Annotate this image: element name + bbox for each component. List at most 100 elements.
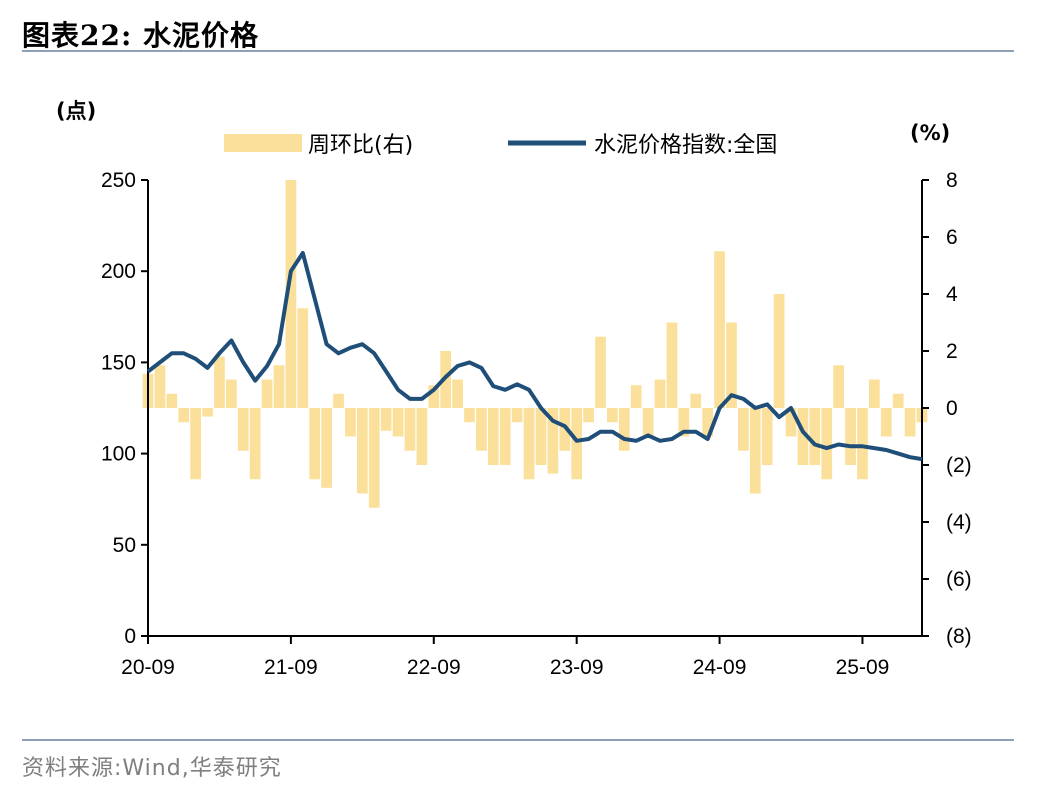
bar-week-change (464, 408, 475, 423)
bar-week-change (547, 408, 559, 474)
bar-week-change (166, 393, 178, 408)
bar-week-change (499, 408, 511, 465)
y-left-tick-label: 250 (101, 169, 136, 192)
bar-week-change (880, 408, 892, 437)
top-divider (22, 50, 1014, 52)
x-tick-label: 21-09 (264, 656, 318, 679)
bar-week-change (583, 408, 594, 423)
y-right-tick-label: (8) (946, 625, 972, 648)
x-tick-label: 20-09 (121, 656, 175, 679)
bar-week-change (225, 379, 237, 408)
bar-week-change (761, 408, 773, 465)
bar-week-change (309, 408, 321, 480)
bar-week-change (785, 408, 797, 437)
bar-week-change (404, 408, 416, 451)
bar-week-change (571, 408, 583, 480)
bar-week-change (702, 408, 714, 437)
bar-week-change (321, 408, 332, 488)
bar-week-change (416, 408, 428, 465)
bar-week-change (678, 408, 690, 437)
bar-week-change (845, 408, 856, 465)
bar-week-change (178, 408, 190, 423)
y-right-tick-label: 4 (946, 283, 958, 306)
legend: 周环比(右) 水泥价格指数:全国 (224, 133, 777, 158)
x-tick-label: 25-09 (836, 656, 890, 679)
bar-week-change (392, 408, 404, 437)
y-left-tick-label: 0 (124, 625, 136, 648)
bar-week-change (559, 408, 571, 451)
bar-week-change (666, 322, 678, 408)
bar-week-change (654, 379, 666, 408)
bar-week-change (273, 365, 285, 408)
bar-week-change (237, 408, 249, 451)
bar-week-change (380, 408, 392, 431)
bar-week-change (154, 365, 166, 408)
bar-week-change (607, 408, 618, 423)
legend-bar-swatch (224, 134, 302, 152)
legend-bar-label: 周环比(右) (308, 133, 413, 158)
bars-layer (142, 180, 928, 508)
bar-week-change (476, 408, 487, 451)
bar-week-change (202, 408, 213, 417)
line-layer (146, 251, 923, 462)
bar-week-change (726, 322, 737, 408)
y-left-tick-label: 50 (113, 534, 136, 557)
bar-week-change (190, 408, 201, 480)
bar-week-change (618, 408, 630, 451)
left-ticks: 0 50 100 150 200 250 (101, 169, 148, 648)
bar-week-change (285, 180, 297, 408)
bar-week-change (428, 385, 440, 408)
bar-week-change (749, 408, 761, 494)
bar-week-change (297, 308, 309, 408)
bar-week-change (523, 408, 535, 480)
y-right-tick-label: (6) (946, 568, 972, 591)
bar-week-change (773, 294, 785, 408)
x-ticks: 20-09 21-09 22-09 23-09 24-09 25-09 (121, 636, 889, 679)
legend-line-label: 水泥价格指数:全国 (594, 133, 777, 158)
y-right-tick-label: (2) (946, 454, 972, 477)
bar-week-change (690, 393, 702, 408)
bar-week-change (821, 408, 833, 480)
y-left-tick-label: 200 (101, 260, 136, 283)
y-right-tick-label: 2 (946, 340, 958, 363)
x-tick-label: 24-09 (693, 656, 747, 679)
figure-title: 图表22: 水泥价格 (22, 19, 260, 52)
x-tick-label: 23-09 (550, 656, 604, 679)
y-right-tick-label: 6 (946, 226, 958, 249)
series-line-cement-index (146, 251, 923, 462)
bar-week-change (904, 408, 916, 437)
bar-week-change (345, 408, 356, 437)
x-tick-label: 22-09 (407, 656, 461, 679)
bar-week-change (797, 408, 809, 465)
bar-week-change (511, 408, 523, 423)
right-unit-label: (%) (910, 121, 950, 145)
left-unit-label: (点) (56, 99, 96, 123)
bar-week-change (214, 356, 225, 408)
bar-week-change (487, 408, 499, 465)
y-left-tick-label: 100 (101, 443, 136, 466)
y-right-tick-label: 0 (946, 397, 958, 420)
bar-week-change (738, 408, 749, 451)
bar-week-change (892, 393, 904, 408)
y-right-tick-label: 8 (946, 169, 958, 192)
bar-week-change (333, 393, 344, 408)
bar-week-change (630, 385, 642, 408)
bottom-divider (22, 739, 1014, 741)
y-left-tick-label: 150 (101, 351, 136, 374)
bar-week-change (714, 251, 725, 408)
y-right-tick-label: (4) (946, 511, 972, 534)
bar-week-change (642, 408, 654, 437)
bar-week-change (595, 336, 606, 408)
bar-week-change (452, 379, 463, 408)
bar-week-change (249, 408, 261, 480)
bar-week-change (857, 408, 868, 480)
bar-week-change (869, 379, 880, 408)
source-note: 资料来源:Wind,华泰研究 (22, 756, 282, 781)
bar-week-change (356, 408, 368, 494)
bar-week-change (261, 379, 273, 408)
bar-week-change (535, 408, 547, 465)
bar-week-change (809, 408, 821, 465)
bar-week-change (833, 365, 845, 408)
right-ticks: (8) (6) (4) (2) 0 2 4 6 8 (922, 169, 972, 648)
